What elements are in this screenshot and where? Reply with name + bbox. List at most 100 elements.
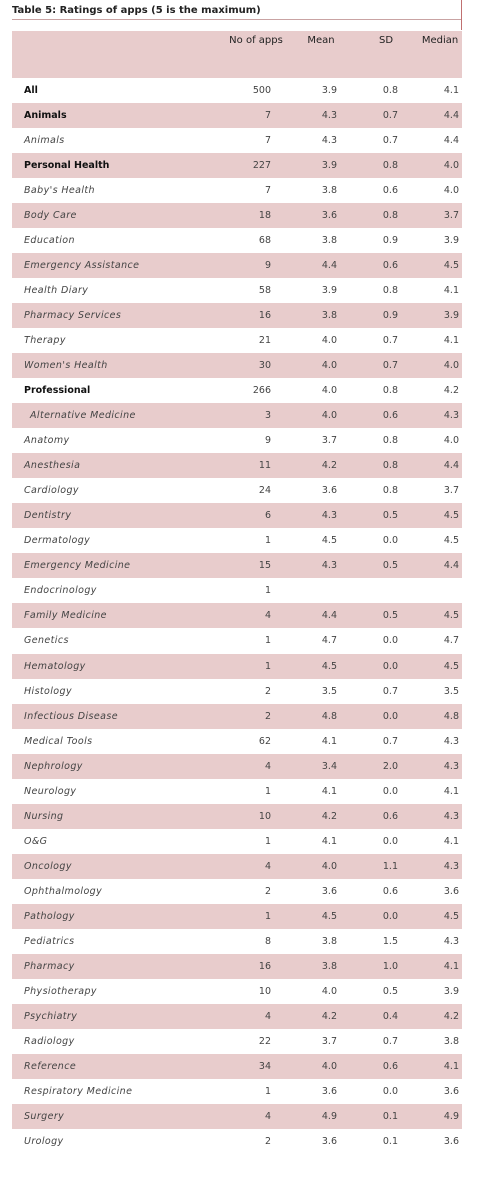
cell-value: 4.0 bbox=[321, 335, 337, 347]
table-row: Animals 7 4.3 0.7 4.4 bbox=[12, 103, 462, 128]
cell-value: 3.9 bbox=[321, 160, 337, 172]
cell-value: 4.0 bbox=[321, 985, 337, 997]
table-row: Professional 266 4.0 0.8 4.2 bbox=[12, 378, 462, 403]
cell-value: 0.7 bbox=[382, 110, 398, 121]
row-label: Infectious Disease bbox=[24, 710, 118, 722]
table-row: Body Care 18 3.6 0.8 3.7 bbox=[12, 203, 462, 229]
column-header: Mean bbox=[307, 35, 335, 46]
row-label: Endocrinology bbox=[24, 585, 97, 597]
cell-value: 0.9 bbox=[382, 310, 398, 322]
cell-value: 0.7 bbox=[382, 685, 398, 697]
cell-value: 4.1 bbox=[321, 785, 337, 797]
cell-value: 0.6 bbox=[382, 810, 398, 822]
cell-value: 4.3 bbox=[321, 560, 337, 572]
cell-value: 0.6 bbox=[382, 185, 398, 197]
cell-value: 10 bbox=[258, 985, 271, 997]
cell-value: 3.7 bbox=[443, 210, 459, 222]
row-label: Nursing bbox=[24, 810, 64, 822]
table-row: Neurology 1 4.1 0.0 4.1 bbox=[12, 779, 462, 804]
cell-value: 0.5 bbox=[382, 510, 398, 522]
cell-value: 0.8 bbox=[382, 210, 398, 222]
cell-value: 4.5 bbox=[443, 260, 459, 272]
table-row: Emergency Medicine 15 4.3 0.5 4.4 bbox=[12, 553, 462, 579]
cell-value: 3.7 bbox=[443, 485, 459, 497]
row-label: All bbox=[24, 85, 38, 96]
row-label: Animals bbox=[24, 135, 65, 146]
cell-value: 4.3 bbox=[443, 735, 459, 747]
cell-value: 4.4 bbox=[321, 260, 337, 272]
cell-value: 3.8 bbox=[321, 310, 337, 322]
cell-value: 4 bbox=[264, 1010, 271, 1022]
column-header: Median bbox=[421, 35, 459, 46]
table-row: Nephrology 4 3.4 2.0 4.3 bbox=[12, 753, 462, 779]
cell-value: 0.8 bbox=[382, 460, 398, 472]
cell-value: 62 bbox=[258, 735, 271, 747]
cell-value: 0.0 bbox=[382, 910, 398, 922]
table-row: Reference 34 4.0 0.6 4.1 bbox=[12, 1053, 462, 1079]
cell-value: 4.8 bbox=[443, 710, 459, 722]
cell-value: 3.6 bbox=[321, 485, 337, 497]
cell-value: 0.4 bbox=[382, 1010, 398, 1022]
cell-value: 4.4 bbox=[443, 110, 459, 121]
row-label: Pathology bbox=[24, 910, 75, 922]
row-label: Alternative Medicine bbox=[30, 410, 136, 422]
cell-value: 0.9 bbox=[382, 235, 398, 247]
row-label: Nephrology bbox=[24, 760, 83, 772]
cell-value: 3.6 bbox=[321, 210, 337, 222]
cell-value: 3.8 bbox=[321, 935, 337, 947]
cell-value: 0.5 bbox=[382, 610, 398, 622]
cell-value: 0.8 bbox=[382, 160, 398, 172]
cell-value: 4.5 bbox=[321, 535, 337, 547]
cell-value: 68 bbox=[258, 235, 271, 247]
row-label: Ophthalmology bbox=[24, 885, 103, 897]
row-label: Radiology bbox=[24, 1035, 75, 1047]
cell-value: 4.4 bbox=[443, 560, 459, 572]
row-label: Body Care bbox=[24, 210, 77, 222]
cell-value: 4.7 bbox=[443, 635, 459, 647]
cell-value: 4.5 bbox=[321, 910, 337, 922]
cell-value: 3.5 bbox=[443, 685, 459, 697]
cell-value: 21 bbox=[258, 335, 271, 347]
cell-value: 15 bbox=[258, 560, 271, 572]
cell-value: 1.1 bbox=[382, 860, 398, 872]
row-label: Neurology bbox=[24, 785, 77, 797]
cell-value: 0.6 bbox=[382, 260, 398, 272]
cell-value: 0.5 bbox=[382, 985, 398, 997]
cell-value: 0.8 bbox=[382, 285, 398, 297]
cell-value: 3 bbox=[264, 410, 271, 422]
cell-value: 9 bbox=[264, 260, 271, 272]
column-header: SD bbox=[378, 35, 394, 46]
table-row: Dentistry 6 4.3 0.5 4.5 bbox=[12, 503, 462, 529]
cell-value: 4.1 bbox=[443, 335, 459, 347]
row-label: Anatomy bbox=[24, 435, 70, 447]
row-label: Therapy bbox=[24, 335, 66, 347]
cell-value: 3.6 bbox=[321, 1085, 337, 1097]
table-row: Personal Health 227 3.9 0.8 4.0 bbox=[12, 153, 462, 179]
cell-value: 3.8 bbox=[443, 1035, 459, 1047]
cell-value: 4.3 bbox=[443, 860, 459, 872]
cell-value: 0.6 bbox=[382, 410, 398, 422]
cell-value: 3.6 bbox=[321, 1135, 337, 1147]
row-label: Dentistry bbox=[24, 510, 72, 522]
cell-value: 3.9 bbox=[443, 235, 459, 247]
cell-value: 1 bbox=[264, 535, 271, 547]
cell-value: 4.2 bbox=[321, 810, 337, 822]
cell-value: 0.0 bbox=[382, 710, 398, 722]
cell-value: 3.8 bbox=[321, 235, 337, 247]
table-row: Endocrinology 1 bbox=[12, 578, 462, 603]
cell-value: 3.9 bbox=[443, 310, 459, 322]
cell-value: 0.0 bbox=[382, 535, 398, 547]
table-row: Dermatology 1 4.5 0.0 4.5 bbox=[12, 528, 462, 553]
row-label: Animals bbox=[24, 110, 67, 121]
cell-value: 3.5 bbox=[321, 685, 337, 697]
cell-value: 2 bbox=[264, 710, 271, 722]
table-row: Radiology 22 3.7 0.7 3.8 bbox=[12, 1029, 462, 1054]
table-row: Therapy 21 4.0 0.7 4.1 bbox=[12, 328, 462, 353]
cell-value: 0.7 bbox=[382, 335, 398, 347]
cell-value: 4 bbox=[264, 610, 271, 622]
cell-value: 2 bbox=[264, 685, 271, 697]
cell-value: 4.2 bbox=[443, 1010, 459, 1022]
cell-value: 4.1 bbox=[443, 785, 459, 797]
cell-value: 3.6 bbox=[321, 885, 337, 897]
cell-value: 11 bbox=[258, 460, 271, 472]
